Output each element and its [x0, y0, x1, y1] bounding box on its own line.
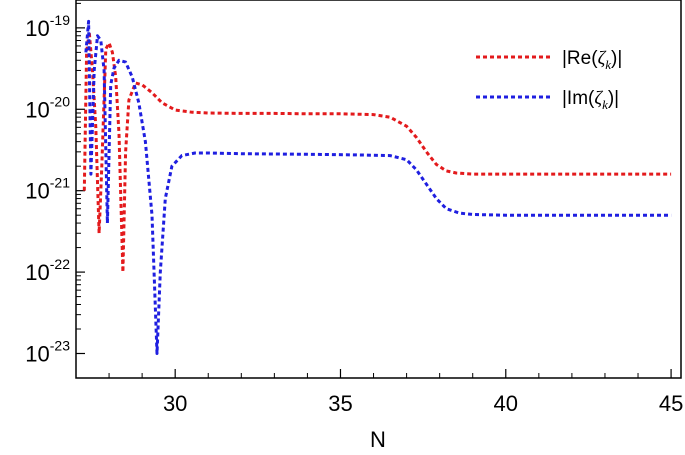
y-tick-label: 10-22	[25, 256, 70, 285]
y-tick-base: 10	[25, 341, 49, 366]
y-tick-label: 10-23	[25, 337, 70, 366]
legend: |Re(ζk)| |Im(ζk)|	[476, 48, 622, 112]
y-tick-label: 10-21	[25, 175, 70, 204]
x-axis-label: N	[370, 427, 386, 452]
y-tick-base: 10	[25, 260, 49, 285]
x-tick-label: 30	[163, 391, 187, 416]
y-tick-base: 10	[25, 97, 49, 122]
x-axis-ticks: 30 35 40 45	[75, 369, 683, 416]
legend-label-re: |Re(ζk)|	[562, 48, 622, 72]
y-tick-label: 10-19	[25, 12, 70, 41]
series-line-im	[84, 19, 672, 355]
legend-label-re-symbol: ζ	[598, 48, 607, 69]
legend-label-im: |Im(ζk)|	[562, 88, 619, 112]
legend-entry-im: |Im(ζk)|	[476, 88, 619, 112]
legend-label-im-subscript: k	[602, 97, 608, 112]
y-tick-exponent: -23	[50, 337, 70, 353]
x-tick-label: 40	[494, 391, 518, 416]
y-tick-base: 10	[25, 16, 49, 41]
y-tick-base: 10	[25, 179, 49, 204]
legend-label-re-suffix: )|	[611, 48, 622, 69]
x-tick-label: 35	[328, 391, 352, 416]
y-tick-exponent: -20	[50, 93, 70, 109]
series-layer	[82, 19, 672, 355]
y-tick-exponent: -21	[50, 175, 70, 191]
y-tick-exponent: -22	[50, 256, 70, 272]
legend-label-im-prefix: |Im(	[562, 88, 595, 109]
legend-label-re-subscript: k	[605, 57, 611, 72]
legend-label-im-symbol: ζ	[594, 88, 603, 109]
legend-label-im-suffix: )|	[608, 88, 619, 109]
y-tick-label: 10-20	[25, 93, 70, 122]
plot-frame	[75, 0, 682, 379]
y-tick-exponent: -19	[50, 12, 70, 28]
legend-entry-re: |Re(ζk)|	[476, 48, 622, 72]
legend-label-re-prefix: |Re(	[562, 48, 598, 69]
x-tick-label: 45	[659, 391, 683, 416]
